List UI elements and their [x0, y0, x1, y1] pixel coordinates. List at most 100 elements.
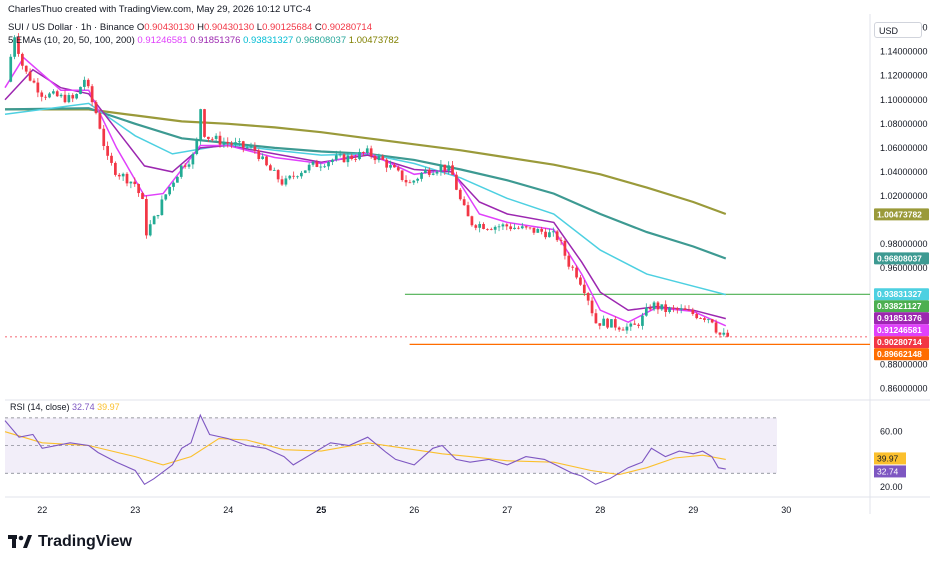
candle-body [44, 96, 47, 98]
x-tick-label: 26 [409, 505, 419, 515]
candle-body [389, 165, 392, 168]
candle-body [679, 308, 683, 310]
candle-body [714, 322, 718, 333]
price-label-text: 1.00473782 [877, 209, 922, 219]
y-tick-label: 0.98000000 [880, 239, 928, 249]
y-tick-label: 0.96000000 [880, 263, 928, 273]
candle-body [67, 95, 71, 103]
candle-body [675, 308, 679, 310]
candle-body [32, 80, 36, 83]
x-tick-label: 24 [223, 505, 233, 515]
candle-body [83, 79, 86, 87]
candle-body [672, 307, 675, 309]
candle-body [594, 313, 598, 324]
candle-body [517, 227, 520, 229]
price-label-text: 0.96808037 [877, 253, 922, 263]
candle-body [280, 179, 284, 185]
candle-body [455, 174, 458, 190]
rsi-ma-line [4, 431, 726, 476]
candle-body [431, 173, 435, 175]
candle-body [544, 231, 547, 238]
rsi-label[interactable]: RSI (14, close) [10, 402, 70, 412]
candle-body [183, 165, 187, 167]
candle-body [40, 92, 44, 97]
candle-body [346, 155, 350, 163]
candle-body [327, 162, 330, 167]
rsi-legend: RSI (14, close) 32.74 39.97 [10, 402, 120, 412]
candle-body [114, 162, 117, 175]
candle-body [687, 309, 691, 311]
candle-body [613, 319, 617, 328]
rsi-tick-label: 20.00 [880, 482, 903, 492]
candle-body [152, 216, 156, 225]
currency-button[interactable]: USD [874, 22, 922, 38]
candle-body [369, 148, 373, 157]
low-value: 0.90125684 [262, 22, 313, 33]
candle-body [416, 178, 420, 181]
candle-body [393, 165, 396, 168]
price-label-text: 0.93831327 [877, 289, 922, 299]
candle-body [94, 102, 98, 114]
candle-body [71, 95, 75, 99]
candle-body [551, 231, 555, 233]
candle-body [296, 176, 299, 178]
candle-body [102, 128, 106, 146]
candle-body [334, 155, 338, 160]
candle-body [319, 166, 323, 168]
candle-body [238, 141, 241, 143]
candle-body [486, 228, 489, 230]
candle-body [148, 224, 152, 236]
candle-body [303, 170, 307, 173]
candle-body [257, 150, 261, 160]
candle-body [400, 170, 404, 181]
candle-body [648, 307, 652, 310]
candle-body [52, 91, 55, 94]
candle-body [110, 155, 113, 163]
candle-body [408, 182, 412, 184]
price-label-text: 0.91851376 [877, 313, 922, 323]
ema100-value: 0.96808037 [295, 35, 347, 46]
candle-body [695, 313, 699, 319]
candle-body [524, 226, 528, 228]
candle-body [582, 284, 586, 294]
candle-body [141, 193, 144, 199]
price-label-text: 0.91246581 [877, 325, 922, 335]
ema200-value: 1.00473782 [348, 35, 399, 46]
candle-body [203, 109, 206, 137]
ema-label[interactable]: 5 EMAs (10, 20, 50, 100, 200) [8, 35, 135, 46]
candle-body [9, 56, 13, 82]
rsi-tick-label: 60.00 [880, 427, 903, 437]
candle-body [75, 93, 78, 99]
candle-body [176, 176, 179, 183]
ema50-line [4, 102, 726, 296]
candle-body [354, 158, 358, 160]
x-tick-label: 28 [595, 505, 605, 515]
candle-body [644, 307, 648, 316]
candle-body [222, 141, 226, 145]
candle-body [683, 308, 687, 310]
candle-body [86, 79, 90, 87]
price-label-tag [874, 312, 929, 325]
candle-body [55, 91, 59, 97]
price-label-text: 0.89662148 [877, 349, 922, 359]
symbol-label[interactable]: SUI / US Dollar · 1h · Binance [8, 22, 135, 33]
candle-body [424, 169, 427, 173]
candle-body [703, 318, 706, 320]
y-tick-label: 1.14000000 [880, 47, 928, 57]
candle-body [226, 141, 230, 144]
candle-body [172, 182, 175, 187]
rsi-line [4, 413, 726, 486]
candle-body [207, 136, 210, 139]
candle-body [241, 141, 245, 148]
candle-body [528, 227, 532, 229]
candle-body [633, 323, 637, 325]
candle-body [610, 319, 613, 328]
price-label-tag [874, 300, 929, 313]
candle-body [133, 181, 137, 185]
candle-body [579, 277, 582, 285]
candle-body [315, 161, 319, 167]
tradingview-logo[interactable]: TradingView [8, 533, 132, 551]
candle-body [129, 181, 133, 184]
candle-body [470, 216, 474, 226]
candle-body [90, 86, 94, 103]
